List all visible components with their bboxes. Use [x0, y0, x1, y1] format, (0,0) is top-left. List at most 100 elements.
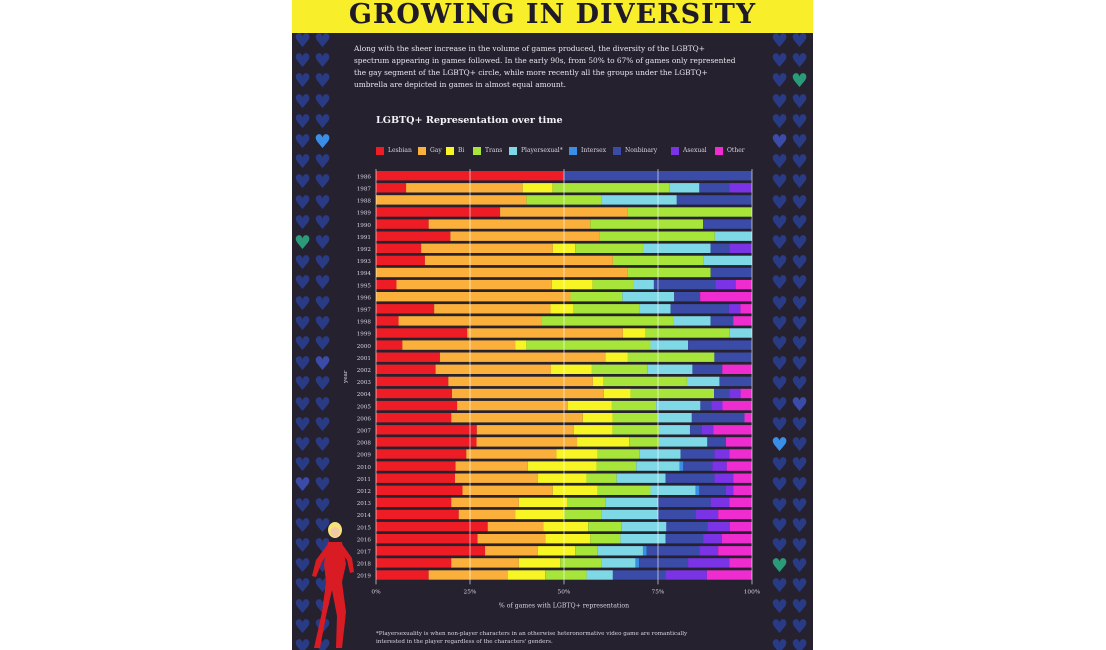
bar-segment-2010-asexual: [712, 461, 727, 471]
bar-segment-1996-trans: [570, 292, 623, 302]
heart-icon: ♥: [791, 615, 809, 638]
heart-icon: ♥: [771, 252, 789, 275]
bar-segment-2004-bi: [603, 388, 631, 399]
y-tick-label: 1988: [357, 199, 372, 205]
bar-segment-2012-asexual: [725, 485, 734, 495]
heart-icon: ♥: [314, 353, 332, 376]
heart-icon: ♥: [294, 434, 312, 456]
bar-segment-2010-bi: [527, 461, 597, 471]
y-tick-label: 2000: [357, 344, 372, 350]
intro-paragraph: Along with the sheer increase in the vol…: [354, 44, 736, 89]
bar-segment-2016-gay: [477, 534, 546, 544]
bar-segment-2012-trans: [597, 485, 651, 495]
bar-segment-2012-bi: [552, 485, 598, 495]
heart-icon: ♥: [314, 211, 332, 234]
heart-icon: ♥: [771, 514, 789, 537]
y-tick-label: 2003: [357, 380, 372, 386]
bar-segment-2011-lesbian: [376, 473, 455, 483]
heart-icon: ♥: [771, 494, 789, 517]
bar-segment-2017-bi: [537, 546, 576, 556]
bar-segment-2012-other: [733, 485, 752, 495]
heart-icon: ♥: [294, 393, 312, 416]
bar-segment-2005-asexual: [711, 400, 723, 411]
y-tick-label: 1999: [357, 332, 372, 338]
heart-icon: ♥: [294, 474, 312, 497]
bar-segment-2013-asexual: [710, 497, 730, 508]
heart-icon: ♥: [314, 292, 332, 315]
bar-segment-2014-other: [718, 509, 752, 520]
y-tick-label: 1997: [357, 308, 372, 314]
heart-icon: ♥: [314, 454, 332, 477]
y-tick-label: 2002: [357, 368, 372, 374]
bar-segment-2014-bi: [515, 509, 564, 520]
bar-segment-2011-asexual: [714, 473, 734, 483]
bar-segment-2006-bi: [582, 413, 613, 423]
heart-icon: ♥: [791, 312, 809, 335]
heart-icon: ♥: [294, 272, 312, 295]
bar-segment-2012-playersexual: [650, 485, 696, 495]
bar-segment-1999-lesbian: [376, 328, 468, 338]
bar-segment-2019-gay: [428, 570, 508, 580]
bar-segment-1993-lesbian: [376, 255, 425, 266]
bar-segment-2001-trans: [627, 352, 715, 362]
bar-segment-1993-playersexual: [703, 255, 752, 266]
bar-segment-2016-playersexual: [620, 534, 666, 544]
bar-segment-2010-other: [726, 461, 752, 471]
y-tick-label: 2016: [357, 537, 372, 543]
heart-icon: ♥: [771, 595, 789, 618]
bar-segment-2006-gay: [451, 413, 583, 423]
y-tick-label: 1996: [357, 295, 372, 301]
bar-segment-2002-other: [722, 364, 752, 374]
x-tick-label: 0%: [371, 589, 381, 595]
bar-segment-2009-lesbian: [376, 449, 467, 459]
heart-icon: ♥: [294, 110, 312, 133]
heart-icon: ♥: [294, 595, 312, 618]
bar-segment-2004-lesbian: [376, 388, 452, 399]
bar-segment-1994-gay: [376, 267, 628, 278]
bar-segment-2018-playersexual: [601, 558, 636, 568]
bar-segment-2014-trans: [564, 509, 602, 520]
heart-icon: ♥: [791, 252, 809, 275]
y-tick-label: 2013: [357, 501, 372, 507]
bar-segment-1999-playersexual: [729, 328, 752, 338]
bar-segment-2002-nonbinary: [692, 364, 723, 374]
bar-segment-2017-playersexual: [597, 546, 643, 556]
bar-segment-2006-nonbinary: [691, 413, 745, 423]
heart-icon: ♥: [294, 50, 312, 73]
heart-icon: ♥: [294, 373, 312, 396]
heart-icon: ♥: [791, 494, 809, 517]
bar-segment-2009-nonbinary: [680, 449, 715, 459]
x-tick-label: 25%: [464, 589, 477, 595]
figure-arm-left: [312, 544, 329, 577]
heart-icon: ♥: [314, 232, 332, 254]
heart-icon: ♥: [791, 171, 809, 194]
bar-segment-1997-lesbian: [376, 304, 435, 314]
heart-icon: ♥: [791, 191, 809, 214]
bar-segment-2009-asexual: [714, 449, 730, 459]
footnote: *Playersexuality is when non-player char…: [376, 631, 688, 645]
bar-segment-2001-bi: [605, 352, 628, 362]
y-axis-label: year: [343, 370, 349, 384]
legend-swatch: [418, 147, 426, 155]
y-tick-label: 2009: [357, 453, 372, 459]
bar-segment-1990-lesbian: [376, 219, 429, 229]
heart-icon: ♥: [294, 232, 312, 254]
heart-icon: ♥: [314, 33, 332, 52]
bar-segment-2018-trans: [560, 558, 602, 568]
bar-segment-2000-nonbinary: [688, 340, 752, 350]
bar-segment-2019-nonbinary: [612, 570, 666, 580]
y-tick-label: 2005: [357, 404, 372, 410]
figure-face: [330, 527, 340, 537]
y-tick-label: 2007: [357, 429, 372, 435]
heart-icon: ♥: [294, 615, 312, 638]
x-tick-label: 75%: [652, 589, 665, 595]
bar-segment-1990-trans: [590, 219, 704, 229]
heart-icon: ♥: [771, 171, 789, 194]
legend-label: Nonbinary: [625, 147, 658, 154]
bar-segment-1995-trans: [592, 279, 634, 290]
bar-segment-2017-other: [718, 546, 752, 556]
bar-segment-2007-nonbinary: [689, 425, 702, 435]
bar-segment-2005-other: [722, 400, 752, 411]
heart-icon: ♥: [791, 333, 809, 355]
y-tick-label: 1994: [357, 271, 372, 277]
